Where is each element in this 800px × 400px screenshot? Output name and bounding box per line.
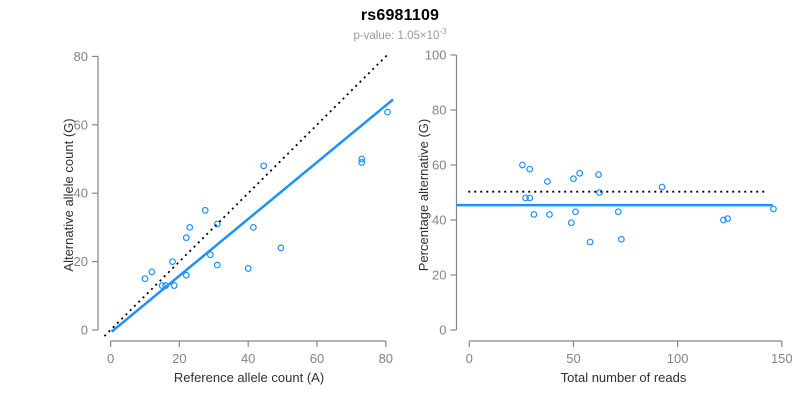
data-point [570, 175, 577, 183]
x-tick-label: 80 [379, 351, 393, 366]
data-point [170, 282, 178, 289]
y-tick-label: 40 [74, 186, 88, 201]
x-tick-label: 50 [566, 351, 580, 366]
data-point [596, 189, 603, 196]
data-point [249, 223, 257, 231]
data-point [141, 275, 149, 283]
data-point [213, 220, 221, 228]
data-point [614, 208, 622, 216]
allele-counts-scatter-points [141, 108, 391, 289]
data-point [186, 223, 194, 231]
data-point [201, 206, 209, 214]
data-point [572, 208, 579, 216]
data-point [260, 162, 268, 170]
data-point [530, 211, 538, 218]
data-point [617, 235, 625, 243]
data-point [522, 194, 529, 202]
identity-line [103, 53, 390, 337]
data-point [244, 265, 252, 272]
x-tick-label: 100 [667, 351, 689, 366]
data-point [586, 238, 594, 246]
data-point [720, 216, 727, 224]
data-point [158, 282, 166, 289]
data-point [567, 219, 575, 227]
data-point [526, 194, 534, 202]
data-point [519, 161, 526, 169]
data-point [576, 169, 584, 177]
data-point [544, 178, 551, 185]
data-point [206, 251, 214, 259]
regression-line [110, 98, 394, 333]
y-tick-label: 20 [74, 254, 88, 269]
data-point [358, 159, 366, 166]
y-tick-label: 0 [81, 323, 88, 338]
y-tick-label: 20 [432, 268, 446, 283]
data-point [526, 165, 534, 173]
data-point [182, 234, 190, 242]
data-point [724, 215, 732, 223]
data-point [182, 271, 190, 279]
data-point [213, 261, 221, 269]
data-point [770, 205, 777, 213]
data-point [277, 244, 285, 252]
data-point [658, 183, 666, 191]
data-point [384, 108, 391, 116]
y-tick-label: 40 [432, 213, 446, 228]
allele-counts-scatter: 0 20 40 60 80 0 20 40 60 80 [74, 49, 394, 366]
percentage-vs-reads-scatter: 0 50 100 150 0 20 40 60 80 100 [425, 48, 793, 367]
data-point [358, 155, 366, 163]
x-tick-label: 0 [466, 351, 473, 366]
y-tick-label: 80 [74, 49, 88, 64]
x-tick-label: 150 [771, 351, 793, 366]
data-point [148, 268, 156, 276]
y-tick-label: 100 [425, 48, 447, 63]
y-tick-label: 60 [74, 117, 88, 132]
y-tick-label: 80 [432, 103, 446, 118]
x-tick-label: 0 [107, 351, 114, 366]
x-tick-label: 40 [241, 351, 255, 366]
data-point [169, 258, 176, 266]
x-tick-label: 60 [310, 351, 324, 366]
y-tick-label: 0 [439, 323, 446, 338]
x-tick-label: 20 [172, 351, 186, 366]
percentage-vs-reads-scatter-points [519, 161, 777, 246]
data-point [595, 171, 602, 179]
data-point [546, 211, 553, 218]
y-tick-label: 60 [432, 158, 446, 173]
